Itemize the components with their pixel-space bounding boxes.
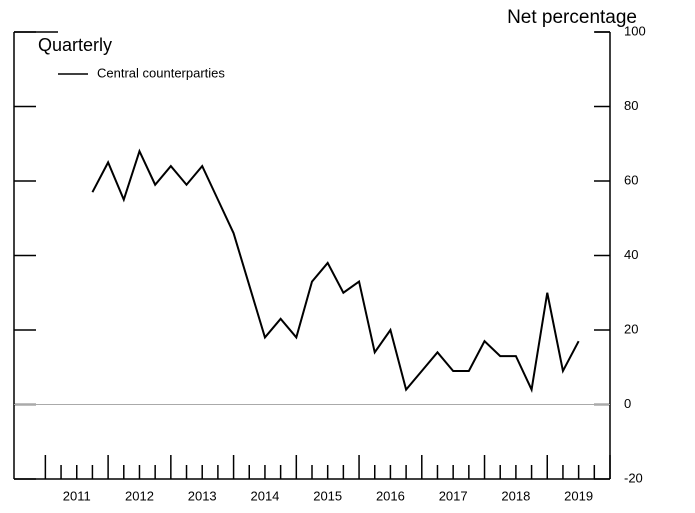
x-tick-label: 2015	[313, 488, 342, 503]
x-tick-label: 2011	[63, 488, 91, 503]
y-tick-label: 20	[624, 321, 638, 336]
y-tick-label: 40	[624, 247, 638, 262]
axis-label: Net percentage	[507, 7, 637, 28]
x-tick-label: 2018	[501, 488, 530, 503]
x-tick-label: 2019	[564, 488, 593, 503]
y-tick-label: 60	[624, 172, 638, 187]
x-tick-label: 2012	[125, 488, 154, 503]
y-tick-label: 0	[624, 396, 631, 411]
y-tick-label: 100	[624, 23, 646, 38]
legend-label: Central counterparties	[97, 65, 225, 80]
x-tick-label: 2017	[439, 488, 468, 503]
x-tick-label: 2013	[188, 488, 217, 503]
subtitle: Quarterly	[38, 35, 112, 55]
y-tick-label: -20	[624, 470, 643, 485]
x-tick-label: 2016	[376, 488, 405, 503]
y-tick-label: 80	[624, 98, 638, 113]
x-tick-label: 2014	[250, 488, 279, 503]
series-line	[91, 148, 580, 393]
